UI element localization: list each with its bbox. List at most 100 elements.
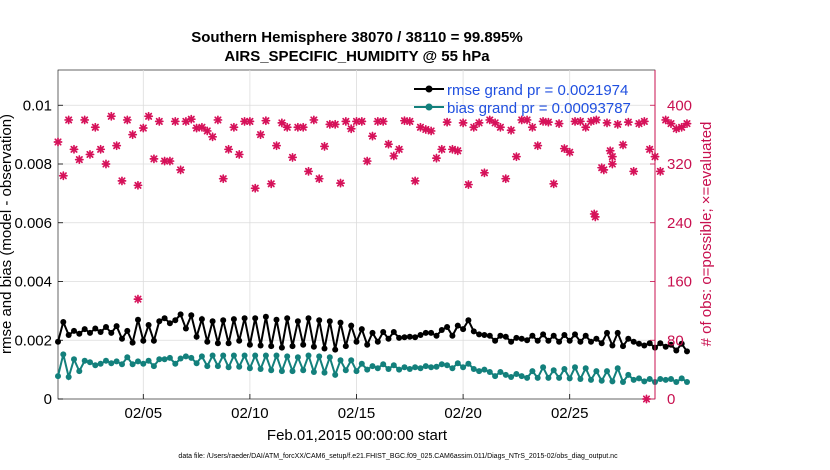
obs-point — [623, 117, 633, 127]
obs-point — [447, 144, 457, 154]
rmse-point — [380, 329, 387, 335]
bias-point — [156, 356, 163, 363]
bias-point — [374, 365, 381, 372]
obs-point — [117, 176, 127, 186]
rmse-point — [422, 329, 429, 336]
rmse-point — [337, 319, 344, 326]
bias-point — [460, 364, 467, 371]
x-tick-label: 02/15 — [338, 405, 376, 422]
bias-point — [502, 371, 509, 378]
rmse-point — [135, 316, 141, 323]
bias-point — [422, 363, 429, 370]
rmse-point — [572, 331, 578, 338]
obs-point — [618, 140, 628, 150]
obs-point — [410, 176, 420, 186]
bias-point — [310, 369, 317, 375]
obs-point — [250, 183, 260, 193]
bias-point — [87, 359, 93, 366]
rmse-point — [481, 332, 488, 338]
obs-point — [394, 144, 404, 154]
x-tick-label: 02/05 — [125, 405, 163, 422]
bias-point — [438, 361, 445, 368]
rmse-point — [108, 329, 115, 336]
rmse-point — [556, 338, 563, 345]
rmse-point — [438, 327, 445, 333]
obs-point — [112, 141, 122, 151]
bias-point — [662, 376, 669, 383]
bias-point — [262, 352, 269, 359]
rmse-point — [534, 337, 541, 344]
rmse-point — [460, 326, 467, 333]
bias-point — [209, 352, 216, 359]
rmse-point — [636, 340, 642, 347]
bias-point — [486, 369, 493, 375]
rmse-point — [369, 329, 376, 336]
obs-point — [208, 132, 218, 142]
rmse-point — [172, 317, 179, 324]
bias-point — [492, 373, 499, 380]
bias-point — [316, 353, 323, 360]
obs-point — [671, 124, 681, 134]
bias-point — [497, 369, 504, 375]
obs-point — [565, 147, 575, 157]
rmse-point — [540, 331, 547, 338]
bias-point — [401, 364, 408, 371]
bias-point — [406, 366, 413, 372]
bias-point — [273, 352, 280, 359]
bias-point — [428, 364, 435, 371]
obs-point — [298, 122, 308, 132]
obs-point — [330, 119, 340, 129]
y-axis-right-label: # of obs: o=possible; ×=evaluated — [698, 122, 715, 347]
obs-point — [314, 174, 324, 184]
rmse-point — [609, 342, 616, 349]
bias-point — [124, 354, 131, 361]
bias-point — [182, 353, 189, 360]
rmse-point — [630, 338, 637, 345]
bias-point — [529, 368, 536, 375]
obs-point — [373, 116, 383, 126]
obs-point — [229, 122, 239, 132]
right-tick-label: 320 — [667, 156, 692, 173]
bias-point — [230, 352, 237, 359]
obs-point — [85, 150, 95, 159]
bias-point — [598, 377, 605, 384]
bias-point — [140, 360, 147, 367]
chart-subtitle: AIRS_SPECIFIC_HUMIDITY @ 55 hPa — [224, 48, 490, 65]
obs-point — [682, 119, 692, 129]
rmse-point — [668, 341, 674, 348]
y-axis-left-label: rmse and bias (model - observation) — [0, 114, 15, 354]
obs-point — [549, 179, 559, 189]
bias-point — [268, 367, 275, 374]
legend-bias-marker — [425, 103, 433, 111]
obs-point — [96, 144, 106, 154]
chart-title: Southern Hemisphere 38070 / 38110 = 99.8… — [191, 29, 522, 46]
rmse-point — [161, 315, 168, 322]
rmse-point — [465, 317, 472, 324]
obs-point — [570, 116, 580, 126]
bias-point — [252, 352, 259, 359]
rmse-point — [214, 340, 221, 347]
rmse-point — [150, 337, 157, 344]
right-axis-ticks: 0 80 160 240 320 400 — [650, 70, 692, 408]
right-tick-label: 240 — [667, 215, 692, 232]
obs-point — [602, 118, 612, 128]
bias-point — [417, 365, 424, 372]
obs-point — [607, 159, 617, 169]
left-tick-label: 0.006 — [14, 215, 52, 232]
rmse-point — [284, 315, 291, 322]
legend: rmse grand pr = 0.0021974 bias grand pr … — [414, 82, 631, 117]
legend-bias-label: bias grand pr = 0.00093787 — [447, 100, 631, 117]
bias-point — [241, 352, 248, 359]
obs-point — [53, 137, 63, 147]
x-axis-ticks: 02/05 02/10 02/15 02/20 02/25 — [125, 394, 588, 422]
rmse-point — [113, 323, 120, 330]
rmse-point — [188, 312, 195, 319]
bias-point — [358, 360, 365, 367]
rmse-point — [401, 334, 408, 341]
bias-point — [129, 361, 136, 368]
obs-point — [543, 117, 553, 127]
obs-point — [224, 144, 234, 154]
bias-point — [113, 358, 120, 365]
bias-point — [657, 376, 664, 382]
obs-point — [80, 115, 90, 125]
